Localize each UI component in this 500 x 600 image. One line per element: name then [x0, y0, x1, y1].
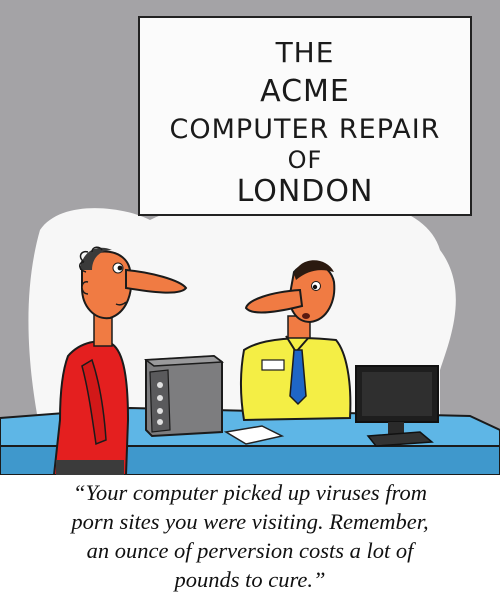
cartoon-illustration	[0, 200, 500, 475]
sign-line-2: ACME	[260, 74, 350, 109]
technician	[240, 260, 352, 422]
shop-sign: THE ACME COMPUTER REPAIR OF LONDON	[138, 16, 472, 216]
customer-ear	[81, 281, 89, 295]
caption-line-4: pounds to cure.”	[174, 567, 326, 592]
sign-line-5: LONDON	[236, 174, 374, 209]
cartoon-panel: THE ACME COMPUTER REPAIR OF LONDON	[0, 0, 500, 475]
technician-hair	[294, 260, 334, 280]
technician-tie	[289, 349, 307, 406]
customer-pants	[56, 460, 124, 475]
caption-line-2: porn sites you were visiting. Remember,	[71, 509, 429, 534]
paper-sheet	[223, 425, 285, 445]
customer-nose	[125, 268, 188, 294]
customer-arm	[81, 358, 107, 446]
caption-line-3: an ounce of perversion costs a lot of	[86, 538, 414, 563]
customer-mouth	[115, 301, 127, 306]
sign-line-1: THE	[275, 36, 335, 69]
cartoon-caption: “Your computer picked up viruses from po…	[10, 478, 490, 596]
monitor-icon	[355, 365, 439, 447]
technician-pocket	[261, 359, 285, 371]
technician-nose	[244, 288, 304, 314]
sign-line-4: OF	[287, 146, 323, 174]
customer-hair	[80, 247, 112, 270]
sign-line-3: COMPUTER REPAIR	[169, 114, 441, 145]
customer-hair-curls	[79, 246, 103, 273]
caption-line-1: “Your computer picked up viruses from	[73, 480, 427, 505]
customer	[52, 246, 188, 475]
computer-tower-icon	[143, 354, 225, 438]
